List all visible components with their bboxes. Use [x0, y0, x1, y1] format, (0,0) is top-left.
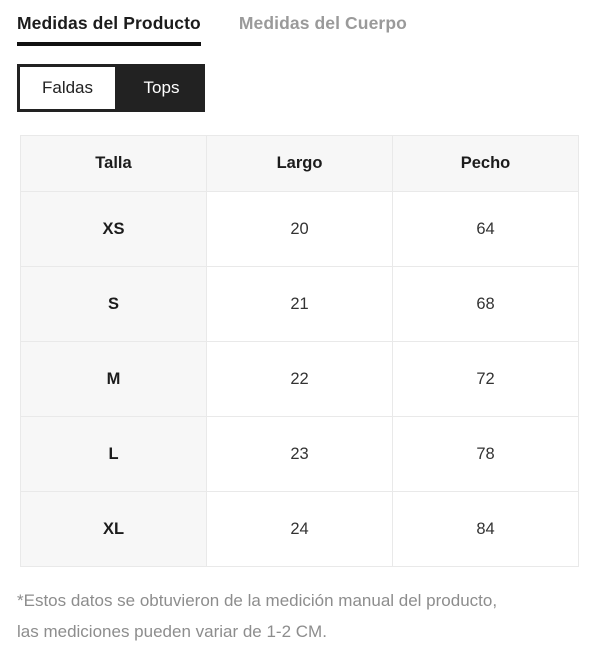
- column-header-largo: Largo: [206, 135, 393, 192]
- table-row: S 21 68: [20, 266, 579, 342]
- table-row: L 23 78: [20, 416, 579, 492]
- toggle-option-tops[interactable]: Tops: [118, 64, 205, 112]
- largo-value-cell: 23: [206, 416, 393, 492]
- size-guide-panel: Medidas del Producto Medidas del Cuerpo …: [17, 13, 580, 647]
- pecho-value-cell: 78: [392, 416, 579, 492]
- column-header-pecho: Pecho: [392, 135, 579, 192]
- pecho-value-cell: 68: [392, 266, 579, 342]
- tab-medidas-cuerpo[interactable]: Medidas del Cuerpo: [238, 13, 407, 33]
- size-label-cell: XS: [20, 191, 207, 267]
- size-label-cell: M: [20, 341, 207, 417]
- size-label-cell: L: [20, 416, 207, 492]
- largo-value-cell: 22: [206, 341, 393, 417]
- size-label-cell: S: [20, 266, 207, 342]
- table-row: XL 24 84: [20, 491, 579, 567]
- largo-value-cell: 20: [206, 191, 393, 267]
- disclaimer-line-1: *Estos datos se obtuvieron de la medició…: [17, 591, 498, 610]
- table-header-row: Talla Largo Pecho: [20, 135, 579, 192]
- column-header-talla: Talla: [20, 135, 207, 192]
- pecho-value-cell: 84: [392, 491, 579, 567]
- pecho-value-cell: 64: [392, 191, 579, 267]
- table-row: M 22 72: [20, 341, 579, 417]
- category-toggle: Faldas Tops: [17, 64, 205, 112]
- tab-medidas-producto[interactable]: Medidas del Producto: [17, 13, 201, 46]
- toggle-option-faldas[interactable]: Faldas: [17, 64, 118, 112]
- disclaimer-line-2: las mediciones pueden variar de 1-2 CM.: [17, 622, 327, 641]
- largo-value-cell: 21: [206, 266, 393, 342]
- size-label-cell: XL: [20, 491, 207, 567]
- measurement-disclaimer: *Estos datos se obtuvieron de la medició…: [17, 585, 580, 647]
- table-row: XS 20 64: [20, 191, 579, 267]
- measure-tabs: Medidas del Producto Medidas del Cuerpo: [17, 13, 580, 46]
- largo-value-cell: 24: [206, 491, 393, 567]
- size-chart-table: Talla Largo Pecho XS 20 64 S 21 68 M 22 72 L 23 78 X…: [20, 135, 579, 567]
- pecho-value-cell: 72: [392, 341, 579, 417]
